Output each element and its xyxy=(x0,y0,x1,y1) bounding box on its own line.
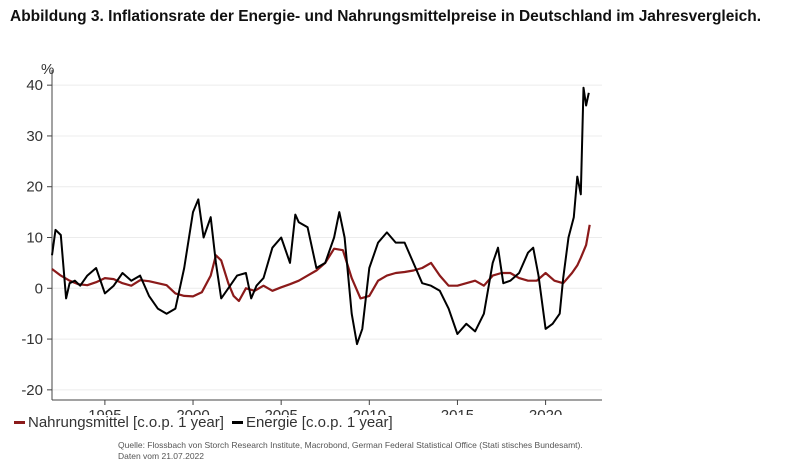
legend-swatch-energy xyxy=(231,421,243,424)
y-tick-label: 10 xyxy=(26,230,43,247)
x-tick-label: 2005 xyxy=(264,407,297,415)
y-tick-label: 20 xyxy=(26,179,43,196)
source-note: Quelle: Flossbach von Storch Research In… xyxy=(118,440,583,462)
x-tick-label: 1995 xyxy=(88,407,121,415)
legend-label-energy: Energie [c.o.p. 1 year] xyxy=(245,414,393,431)
axes: -20 -10 0 10 20 30 40 1995 2000 2005 2010 2015 2020 xyxy=(21,70,602,415)
legend-item-energy: Energie [c.o.p. 1 year] xyxy=(231,414,393,431)
legend-item-food: Nahrungsmittel [c.o.p. 1 year] xyxy=(14,414,224,431)
grid-lines xyxy=(52,84,602,391)
series-group xyxy=(51,86,591,346)
y-tick-label: -10 xyxy=(21,331,43,348)
x-tick-label: 2010 xyxy=(353,407,386,415)
y-tick-label: 30 xyxy=(26,128,43,145)
y-tick-label: -20 xyxy=(21,382,43,399)
line-chart: -20-10010203040199520002005201020152020 … xyxy=(21,61,602,415)
legend: Nahrungsmittel [c.o.p. 1 year] Energie [… xyxy=(14,414,393,431)
y-tick-label: 40 xyxy=(26,77,43,94)
legend-swatch-food xyxy=(14,421,25,424)
chart-title: Abbildung 3. Inflationsrate der Energie-… xyxy=(10,8,762,25)
y-tick-label: 0 xyxy=(35,280,43,297)
x-tick-label: 2015 xyxy=(441,407,474,415)
x-tick-label: 2020 xyxy=(529,407,562,415)
y-axis-label: % xyxy=(41,61,54,78)
legend-label-food: Nahrungsmittel [c.o.p. 1 year] xyxy=(28,414,224,431)
series-line-energy xyxy=(51,86,590,346)
x-tick-label: 2000 xyxy=(176,407,209,415)
source-line-1: Quelle: Flossbach von Storch Research In… xyxy=(118,440,583,450)
series-line-food xyxy=(51,224,591,303)
source-line-2: Daten vom 21.07.2022 xyxy=(118,451,205,461)
